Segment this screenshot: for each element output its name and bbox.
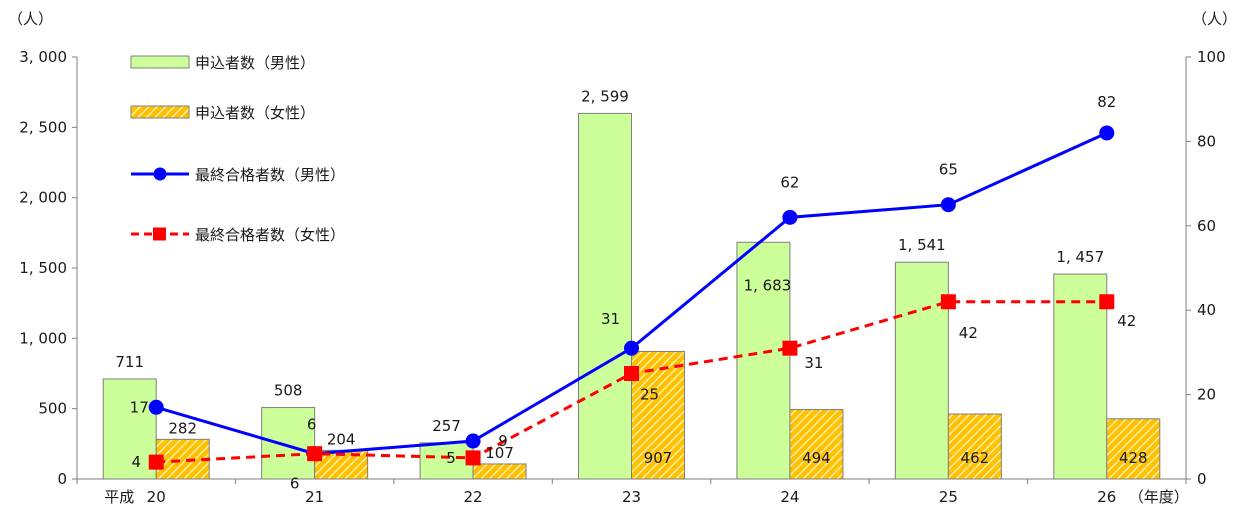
point-male-passers xyxy=(1099,125,1115,141)
line-male-value-label: 6 xyxy=(307,416,317,434)
bar-male-value-label: 1, 683 xyxy=(744,276,792,294)
line-female-value-label: 31 xyxy=(804,354,823,372)
right-tick-label: 60 xyxy=(1197,217,1216,235)
left-tick-label: 2, 000 xyxy=(19,189,67,207)
point-male-passers xyxy=(148,399,164,415)
point-female-passers xyxy=(307,446,323,462)
line-male-value-label: 65 xyxy=(939,161,958,179)
bar-male-value-label: 1, 541 xyxy=(898,236,946,254)
line-male-value-label: 82 xyxy=(1097,93,1116,111)
right-tick-label: 40 xyxy=(1197,301,1216,319)
bar-female-applicants xyxy=(631,350,685,480)
left-tick-label: 1, 000 xyxy=(19,329,67,347)
bar-male-applicants xyxy=(102,378,157,480)
x-prefix-label: 平成 xyxy=(104,488,134,506)
line-female-value-label: 6 xyxy=(290,475,300,493)
bar-male-value-label: 257 xyxy=(432,417,461,435)
point-female-passers xyxy=(940,294,956,310)
bar-female-applicants xyxy=(947,413,1002,480)
point-male-passers xyxy=(624,340,639,356)
bar-male-applicants xyxy=(736,241,791,480)
point-female-passers xyxy=(148,454,164,470)
x-tick-label: 25 xyxy=(939,488,958,506)
left-tick-label: 3, 000 xyxy=(19,48,67,66)
legend-swatch-female-applicants xyxy=(130,105,190,119)
bar-female-applicants xyxy=(1106,418,1161,480)
bar-female-value-label: 204 xyxy=(327,430,356,448)
left-tick-label: 2, 500 xyxy=(19,118,67,136)
bar-female-value-label: 907 xyxy=(644,449,673,467)
bar-female-value-label: 282 xyxy=(168,419,197,437)
bar-male-value-label: 2, 599 xyxy=(581,87,629,105)
bar-male-applicants xyxy=(419,442,474,480)
line-male-value-label: 17 xyxy=(130,398,149,416)
bar-female-value-label: 462 xyxy=(961,449,990,467)
bar-male-value-label: 711 xyxy=(115,353,144,371)
x-tick-label: 20 xyxy=(147,488,166,506)
right-tick-label: 80 xyxy=(1197,132,1216,150)
point-male-passers xyxy=(940,197,956,213)
right-tick-label: 20 xyxy=(1197,386,1216,404)
line-female-value-label: 42 xyxy=(1117,312,1136,330)
x-tick-label: 24 xyxy=(780,488,799,506)
right-tick-label: 100 xyxy=(1197,48,1226,66)
bar-female-applicants xyxy=(789,409,844,480)
legend-marker-female-passers xyxy=(153,227,166,241)
bar-female-value-label: 494 xyxy=(802,449,831,467)
line-female-value-label: 42 xyxy=(959,324,978,342)
line-female-value-label: 5 xyxy=(446,449,456,467)
bar-female-value-label: 107 xyxy=(485,444,514,462)
bar-female-applicants xyxy=(155,438,210,480)
left-tick-label: 1, 500 xyxy=(19,259,67,277)
point-male-passers xyxy=(465,433,481,449)
point-female-passers xyxy=(782,340,798,356)
right-tick-label: 0 xyxy=(1197,470,1207,488)
legend-label-male-applicants: 申込者数（男性） xyxy=(195,54,315,72)
line-female-value-label: 25 xyxy=(640,386,659,404)
point-male-passers xyxy=(782,209,798,225)
point-female-passers xyxy=(1099,294,1115,310)
bar-female-applicants xyxy=(472,463,527,480)
x-tick-label: 23 xyxy=(622,488,641,506)
point-female-passers xyxy=(465,450,481,466)
bar-male-value-label: 508 xyxy=(274,382,303,400)
bar-male-applicants xyxy=(261,407,316,480)
right-unit-label: （人） xyxy=(1192,10,1237,28)
x-tick-label: 26 xyxy=(1097,488,1116,506)
line-male-value-label: 31 xyxy=(601,310,620,328)
legend-marker-male-passers xyxy=(153,167,167,181)
bar-male-applicants xyxy=(578,112,632,480)
line-female-value-label: 4 xyxy=(131,453,141,471)
bar-male-value-label: 1, 457 xyxy=(1056,248,1104,266)
x-tick-label: 21 xyxy=(305,488,324,506)
legend-label-female-applicants: 申込者数（女性） xyxy=(195,104,315,122)
legend-label-female-passers: 最終合格者数（女性） xyxy=(195,226,345,244)
line-male-value-label: 62 xyxy=(780,173,799,191)
bar-female-value-label: 428 xyxy=(1119,449,1148,467)
bar-male-applicants xyxy=(1053,273,1108,480)
legend-label-male-passers: 最終合格者数（男性） xyxy=(195,166,345,184)
left-tick-label: 500 xyxy=(38,400,67,418)
x-tick-label: 22 xyxy=(464,488,483,506)
legend-swatch-male-applicants xyxy=(130,55,190,69)
left-tick-label: 0 xyxy=(57,470,67,488)
left-unit-label: （人） xyxy=(8,10,53,28)
point-female-passers xyxy=(624,366,639,381)
bar-male-applicants xyxy=(894,261,949,480)
line-male-value-label: 9 xyxy=(498,432,508,450)
x-suffix-label: （年度） xyxy=(1129,488,1189,506)
